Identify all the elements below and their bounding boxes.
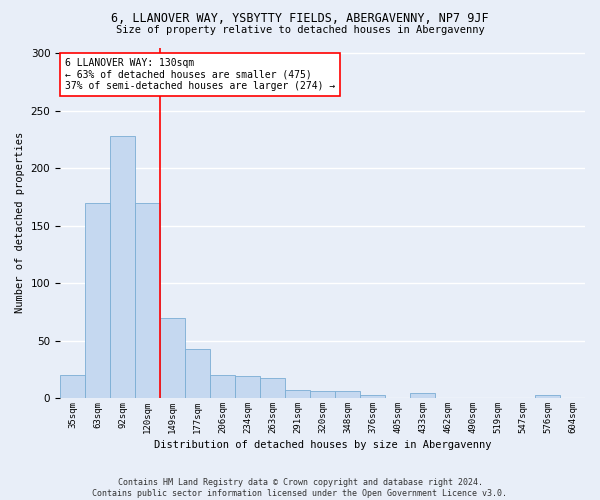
- Bar: [410, 394, 435, 398]
- Bar: [60, 375, 85, 398]
- Text: Size of property relative to detached houses in Abergavenny: Size of property relative to detached ho…: [116, 25, 484, 35]
- Bar: [285, 390, 310, 398]
- Bar: [185, 348, 210, 398]
- Bar: [260, 378, 285, 398]
- Y-axis label: Number of detached properties: Number of detached properties: [15, 132, 25, 314]
- Bar: [310, 391, 335, 398]
- Bar: [85, 202, 110, 398]
- Bar: [110, 136, 135, 398]
- Bar: [360, 394, 385, 398]
- Bar: [535, 394, 560, 398]
- Text: Contains HM Land Registry data © Crown copyright and database right 2024.
Contai: Contains HM Land Registry data © Crown c…: [92, 478, 508, 498]
- Bar: [210, 375, 235, 398]
- Text: 6, LLANOVER WAY, YSBYTTY FIELDS, ABERGAVENNY, NP7 9JF: 6, LLANOVER WAY, YSBYTTY FIELDS, ABERGAV…: [111, 12, 489, 26]
- Bar: [335, 391, 360, 398]
- X-axis label: Distribution of detached houses by size in Abergavenny: Distribution of detached houses by size …: [154, 440, 491, 450]
- Text: 6 LLANOVER WAY: 130sqm
← 63% of detached houses are smaller (475)
37% of semi-de: 6 LLANOVER WAY: 130sqm ← 63% of detached…: [65, 58, 335, 91]
- Bar: [135, 202, 160, 398]
- Bar: [235, 376, 260, 398]
- Bar: [160, 318, 185, 398]
